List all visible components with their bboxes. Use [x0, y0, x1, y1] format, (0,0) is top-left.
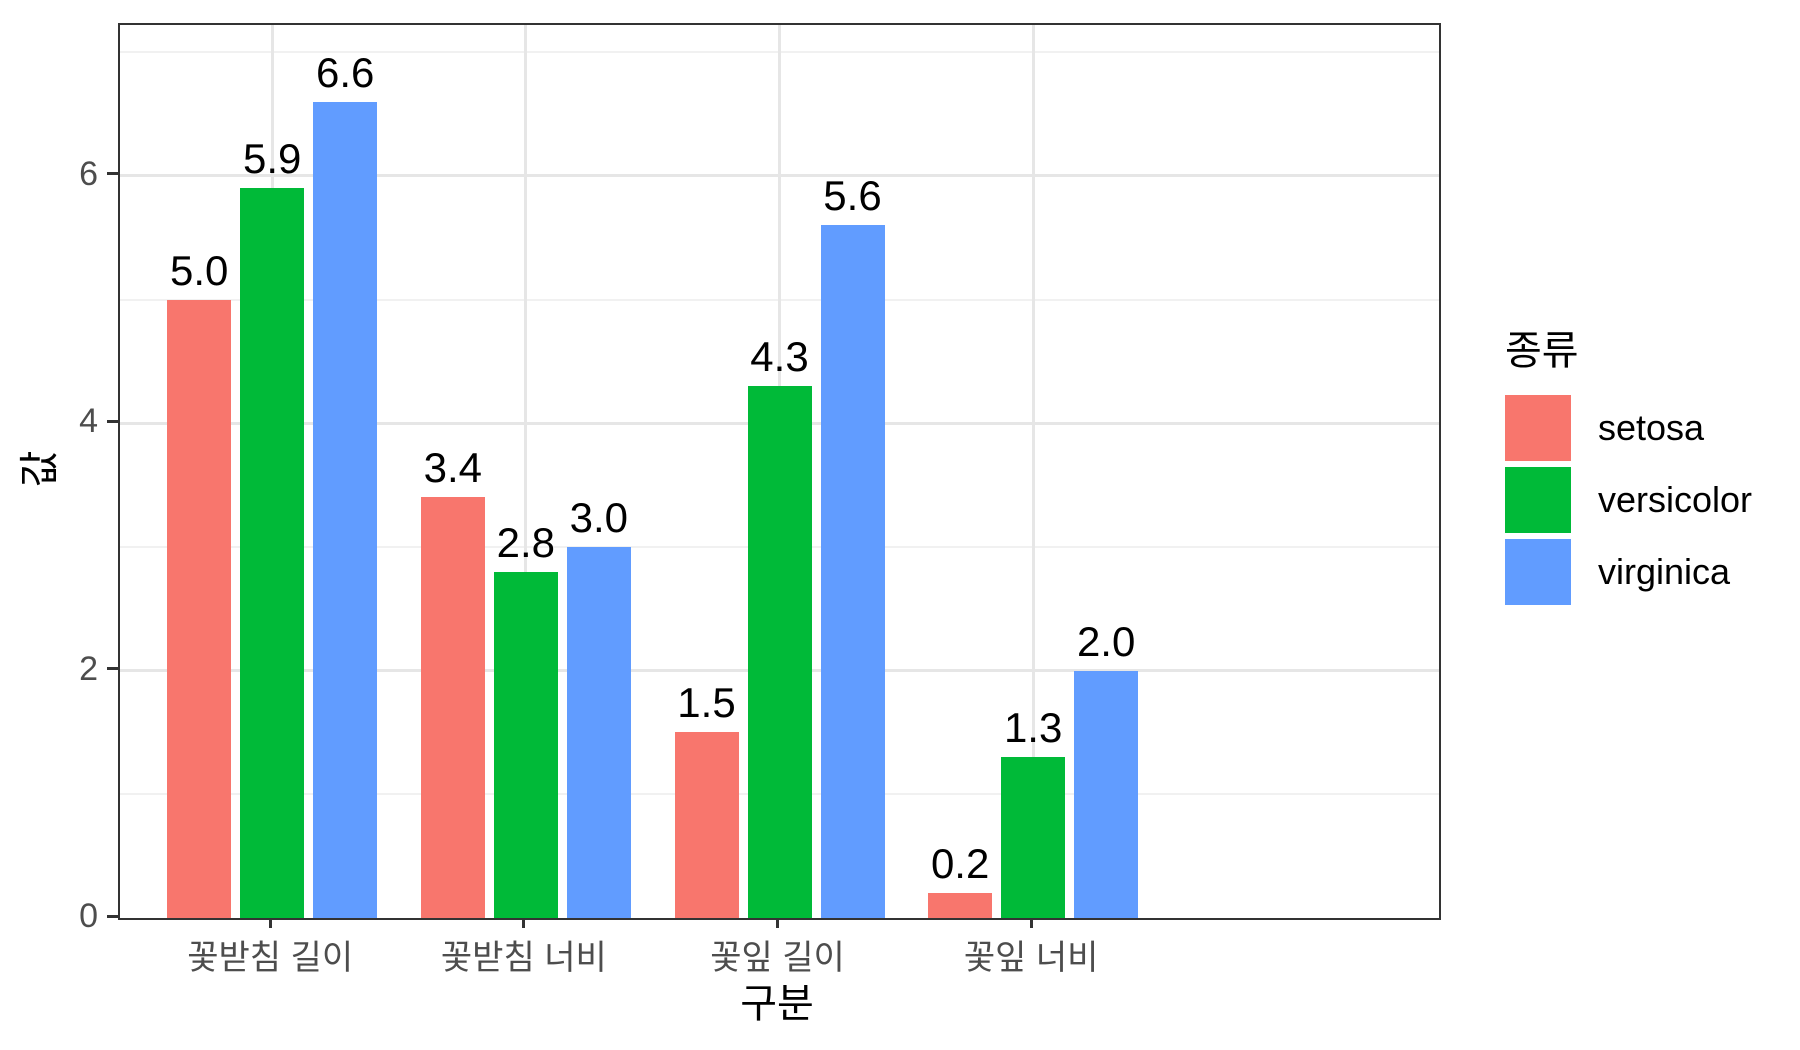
- y-axis-tick-2: [107, 667, 118, 671]
- legend-key-setosa: [1505, 395, 1571, 461]
- bar-setosa-0: [167, 299, 232, 918]
- legend-label-setosa: setosa: [1598, 407, 1705, 448]
- x-axis-tick-3: [1029, 918, 1033, 928]
- bar-versicolor-3: [1001, 757, 1066, 918]
- plot-panel: 5.0 3.4 1.5 0.2 5.9 2.8 4.3 1.3 6.6 3.0 5.6 2.0: [118, 23, 1441, 920]
- bar-value-label-setosa-3: 0.2: [930, 840, 990, 888]
- bar-value-label-versicolor-1: 2.8: [496, 518, 556, 566]
- y-axis-tick-label-6: 6: [79, 154, 98, 193]
- bar-value-label-setosa-1: 3.4: [423, 444, 483, 492]
- y-axis-tick-label-0: 0: [79, 897, 98, 935]
- x-axis-tick-1: [522, 918, 526, 928]
- y-axis-tick-4: [107, 419, 118, 423]
- legend-item-virginica: virginica: [1505, 539, 1795, 605]
- x-axis-tick-label-0: 꽃받침 길이: [187, 939, 354, 977]
- x-axis-tick-2: [776, 918, 779, 928]
- legend-label-virginica: virginica: [1598, 551, 1731, 592]
- bar-setosa-2: [674, 732, 739, 918]
- y-axis-title: 값: [18, 450, 62, 488]
- bar-versicolor-2: [747, 386, 812, 918]
- gridline-x-1: [524, 25, 528, 918]
- bar-virginica-1: [566, 546, 631, 918]
- x-axis-tick-label-2: 꽃잎 길이: [710, 939, 845, 977]
- y-axis-tick-label-2: 2: [79, 649, 98, 688]
- legend-items: setosa versicolor virginica: [1505, 395, 1795, 605]
- x-axis-tick-label-1: 꽃받침 너비: [440, 939, 607, 977]
- bar-virginica-2: [820, 225, 885, 918]
- bar-virginica-3: [1074, 670, 1139, 918]
- x-axis-title: 구분: [740, 982, 814, 1026]
- gridline-x-3: [1031, 25, 1035, 918]
- legend-key-virginica: [1505, 539, 1571, 605]
- legend-key-versicolor: [1505, 467, 1571, 533]
- legend-item-setosa: setosa: [1505, 395, 1795, 461]
- legend-title: 종류: [1505, 329, 1579, 373]
- x-axis-tick-0: [268, 918, 272, 928]
- x-axis-tick-label-3: 꽃잎 너비: [963, 939, 1099, 977]
- bar-value-label-virginica-3: 2.0: [1076, 617, 1136, 665]
- bar-value-label-setosa-0: 5.0: [169, 246, 229, 294]
- bar-versicolor-0: [240, 188, 305, 918]
- bar-value-label-versicolor-3: 1.3: [1003, 704, 1063, 752]
- bar-value-label-setosa-2: 1.5: [677, 679, 736, 727]
- y-axis-tick-label-4: 4: [79, 402, 98, 441]
- bar-value-label-virginica-1: 3.0: [569, 493, 629, 541]
- legend: 종류 setosa versicolor virginica: [1505, 328, 1795, 611]
- bar-setosa-3: [928, 893, 993, 918]
- bar-value-label-virginica-2: 5.6: [823, 172, 882, 220]
- bar-virginica-0: [313, 101, 378, 918]
- bar-versicolor-1: [493, 571, 558, 918]
- bar-value-label-versicolor-0: 5.9: [242, 135, 302, 183]
- bar-value-label-versicolor-2: 4.3: [750, 333, 809, 381]
- legend-item-versicolor: versicolor: [1505, 467, 1795, 533]
- legend-label-versicolor: versicolor: [1598, 479, 1753, 520]
- y-axis-tick-0: [107, 914, 118, 918]
- y-axis-tick-6: [107, 172, 118, 176]
- bar-value-label-virginica-0: 6.6: [315, 48, 375, 96]
- bar-setosa-1: [420, 497, 485, 918]
